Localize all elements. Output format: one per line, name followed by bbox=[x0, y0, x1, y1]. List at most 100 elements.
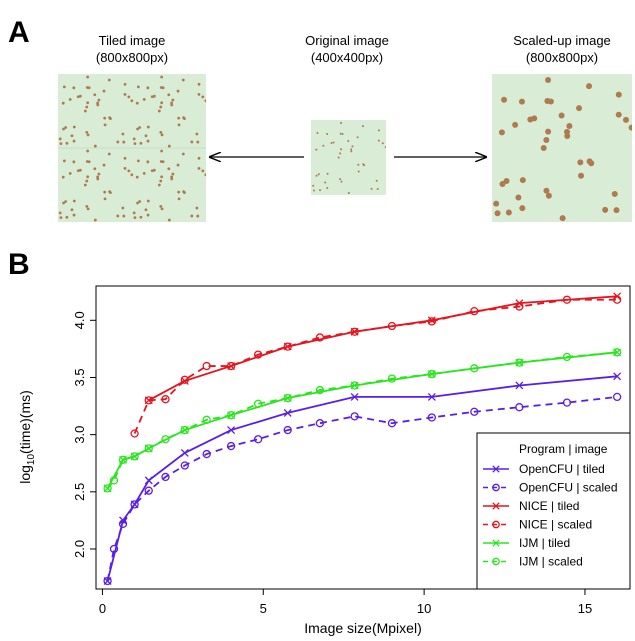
colony-dot bbox=[315, 174, 318, 177]
point-o-marker bbox=[253, 435, 263, 444]
colony-dot bbox=[167, 93, 171, 97]
point-o-marker bbox=[226, 411, 236, 420]
colony-dot bbox=[159, 179, 163, 183]
colony-dot bbox=[197, 156, 201, 160]
colony-dot bbox=[499, 180, 506, 187]
colony-dot bbox=[384, 146, 386, 149]
colony-dot bbox=[70, 208, 74, 212]
point-o-marker bbox=[161, 395, 170, 404]
colony-dot bbox=[72, 213, 76, 217]
colony-dot bbox=[540, 145, 547, 152]
colony-dot bbox=[96, 177, 100, 181]
colony-dot bbox=[159, 105, 163, 109]
point-o-marker bbox=[180, 375, 189, 384]
colony-dot bbox=[615, 111, 622, 118]
colony-dot bbox=[518, 98, 525, 105]
colony-dot bbox=[339, 152, 342, 155]
legend-item: NICE | tiled bbox=[483, 499, 579, 513]
colony-dot bbox=[381, 142, 384, 145]
point-o-marker bbox=[470, 407, 479, 416]
colony-dot bbox=[312, 184, 315, 187]
colony-dot bbox=[116, 140, 120, 144]
colony-dot bbox=[123, 82, 127, 86]
original-image-caption: Original image (400x400px) bbox=[272, 32, 422, 66]
point-o-marker bbox=[562, 352, 572, 362]
colony-dot bbox=[136, 85, 140, 89]
colony-dot bbox=[93, 218, 97, 222]
colony-dot bbox=[144, 208, 148, 212]
colony-dot bbox=[576, 105, 583, 112]
colony-dot bbox=[182, 116, 186, 120]
colony-dot bbox=[157, 183, 161, 187]
colony-dot bbox=[142, 172, 146, 175]
colony-dot bbox=[85, 204, 89, 208]
colony-dot bbox=[62, 85, 66, 89]
colony-dot bbox=[93, 93, 97, 97]
colony-dot bbox=[83, 109, 87, 113]
colony-dot bbox=[330, 142, 333, 145]
original-image-dots bbox=[312, 122, 386, 195]
colony-dot bbox=[167, 144, 171, 148]
legend-item: IJM | tiled bbox=[483, 536, 570, 550]
colony-dot bbox=[97, 98, 101, 102]
point-o-marker bbox=[492, 483, 500, 492]
colony-dot bbox=[351, 145, 354, 148]
colony-dot bbox=[316, 132, 319, 135]
colony-dot bbox=[62, 159, 66, 163]
point-o-marker bbox=[427, 317, 436, 326]
point-x-marker bbox=[144, 476, 153, 485]
colony-dot bbox=[108, 116, 112, 120]
colony-dot bbox=[566, 123, 573, 130]
colony-dot bbox=[61, 175, 65, 179]
original-image-title: Original image bbox=[305, 33, 389, 48]
point-x-marker bbox=[515, 381, 524, 390]
scaled-image-size: (800x800px) bbox=[525, 50, 599, 65]
point-o-marker bbox=[144, 444, 153, 453]
legend-label: IJM | tiled bbox=[519, 536, 570, 550]
colony-dot bbox=[602, 206, 609, 213]
series-5 bbox=[103, 348, 622, 493]
colony-dot bbox=[201, 169, 205, 173]
colony-dot bbox=[322, 144, 325, 147]
point-o-marker bbox=[470, 364, 479, 373]
colony-dot bbox=[361, 125, 364, 128]
colony-dot bbox=[159, 130, 163, 134]
colony-dot bbox=[102, 163, 106, 167]
colony-dot bbox=[123, 156, 127, 160]
colony-dot bbox=[86, 207, 90, 211]
point-o-marker bbox=[130, 500, 139, 509]
original-image bbox=[311, 120, 386, 195]
colony-dot bbox=[103, 116, 107, 120]
colony-dot bbox=[72, 86, 76, 90]
colony-dot bbox=[96, 175, 100, 179]
colony-dot bbox=[86, 175, 90, 179]
colony-dot bbox=[515, 194, 522, 201]
colony-dot bbox=[68, 172, 72, 175]
colony-dot bbox=[123, 166, 127, 170]
colony-dot bbox=[357, 170, 360, 173]
colony-dot bbox=[161, 86, 165, 90]
colony-dot bbox=[341, 132, 344, 135]
colony-dot bbox=[127, 95, 131, 99]
colony-dot bbox=[58, 211, 62, 215]
colony-dot bbox=[72, 139, 76, 143]
colony-dot bbox=[340, 148, 343, 151]
colony-dot bbox=[132, 137, 136, 141]
colony-dot bbox=[76, 169, 80, 173]
colony-dot bbox=[505, 209, 512, 216]
colony-dot bbox=[61, 101, 65, 105]
colony-dot bbox=[93, 144, 97, 148]
colony-dot bbox=[161, 160, 165, 164]
colony-dot bbox=[577, 159, 584, 166]
point-o-marker bbox=[161, 472, 170, 482]
colony-dot bbox=[501, 96, 508, 103]
y-tick-label: 2.5 bbox=[72, 483, 87, 501]
colony-dot bbox=[85, 105, 89, 109]
colony-dot bbox=[170, 177, 174, 181]
colony-dot bbox=[543, 136, 550, 143]
colony-dot bbox=[197, 82, 201, 86]
colony-dot bbox=[160, 133, 164, 137]
colony-dot bbox=[519, 177, 526, 184]
colony-dot bbox=[87, 86, 91, 90]
